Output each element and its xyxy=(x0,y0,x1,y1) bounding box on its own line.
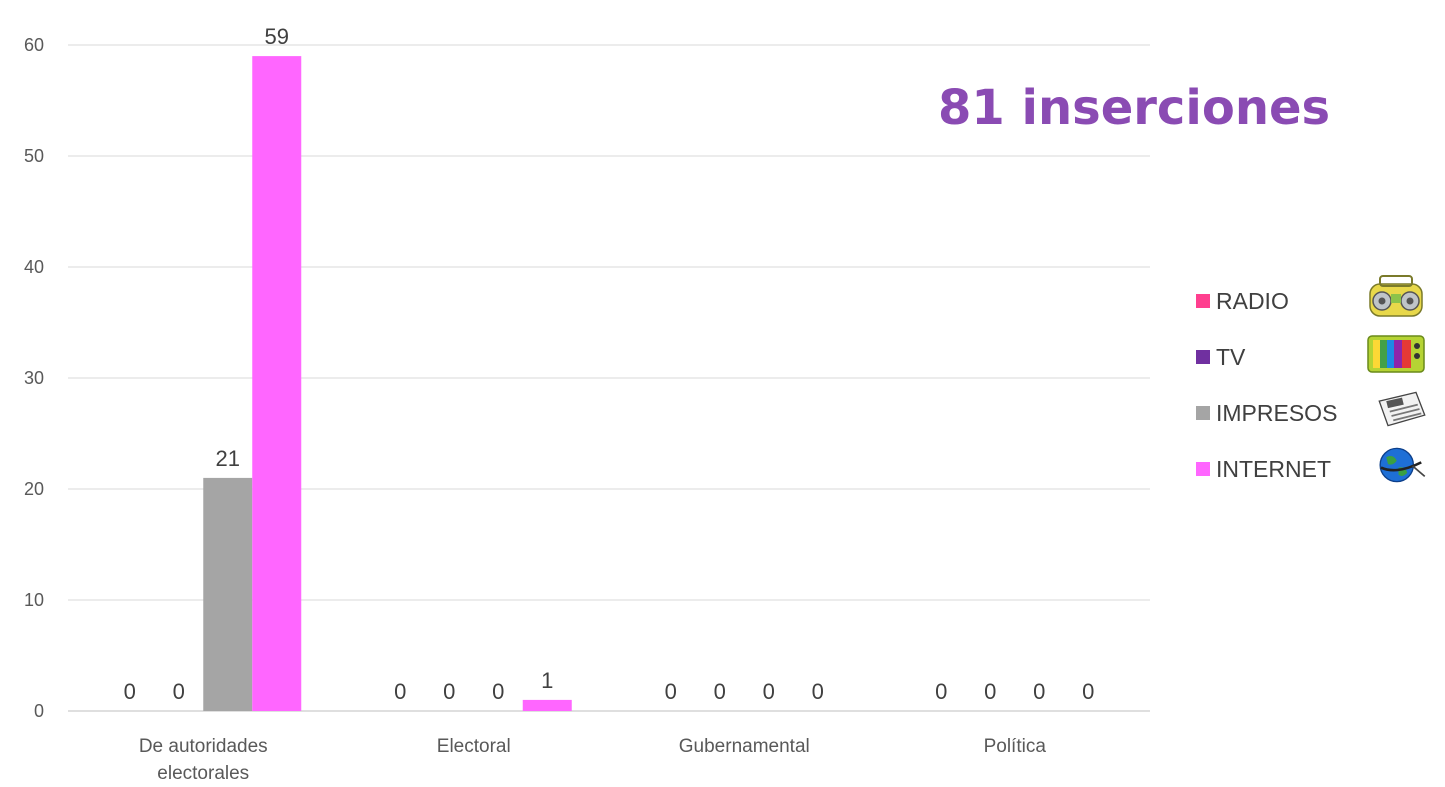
y-tick-label: 50 xyxy=(24,146,44,166)
data-label: 0 xyxy=(124,679,136,704)
legend-item-impresos: IMPRESOS xyxy=(1194,391,1434,450)
data-label: 0 xyxy=(394,679,406,704)
legend-label-tv: TV xyxy=(1216,344,1246,370)
data-label: 0 xyxy=(763,679,775,704)
legend-item-radio: RADIO xyxy=(1194,275,1434,338)
data-label: 0 xyxy=(492,679,504,704)
y-tick-label: 20 xyxy=(24,479,44,499)
data-label: 0 xyxy=(984,679,996,704)
y-tick-label: 30 xyxy=(24,368,44,388)
y-tick-label: 10 xyxy=(24,590,44,610)
legend-label-impresos: IMPRESOS xyxy=(1216,400,1338,426)
bar-internet xyxy=(252,56,302,712)
x-category-label: Electoral xyxy=(437,736,511,757)
boombox-icon xyxy=(1369,275,1423,317)
globe-icon xyxy=(1379,447,1426,483)
data-label: 0 xyxy=(173,679,185,704)
y-tick-label: 40 xyxy=(24,257,44,277)
data-label: 21 xyxy=(216,446,240,471)
x-axis-categories: De autoridades electorales Electoral Gubern… xyxy=(139,736,1047,784)
x-category-label: Política xyxy=(984,736,1047,757)
legend-label-radio: RADIO xyxy=(1216,288,1289,314)
x-category-label: Gubernamental xyxy=(679,736,810,757)
total-insertions-annotation: 81 inserciones xyxy=(938,80,1331,136)
y-tick-label: 0 xyxy=(34,701,44,721)
x-category-label: De autoridades xyxy=(139,736,268,757)
legend-label-internet: INTERNET xyxy=(1216,456,1331,482)
data-label: 0 xyxy=(1082,679,1094,704)
data-label: 0 xyxy=(935,679,947,704)
data-label: 0 xyxy=(443,679,455,704)
bar-internet xyxy=(522,699,572,711)
y-tick-label: 60 xyxy=(24,35,44,55)
data-label: 0 xyxy=(714,679,726,704)
legend-swatch-radio xyxy=(1196,294,1210,308)
legend-swatch-impresos xyxy=(1196,406,1210,420)
data-label: 1 xyxy=(541,668,553,693)
legend-item-tv: TV xyxy=(1194,335,1434,394)
y-axis-ticks: 0 10 20 30 40 50 60 xyxy=(24,35,44,721)
data-label: 0 xyxy=(665,679,677,704)
data-label: 0 xyxy=(1033,679,1045,704)
legend-item-internet: INTERNET xyxy=(1194,447,1434,506)
television-icon xyxy=(1367,335,1425,373)
newspaper-icon xyxy=(1378,391,1426,427)
legend: RADIO TV IMPRESOS xyxy=(1194,275,1434,506)
data-label: 0 xyxy=(812,679,824,704)
legend-swatch-tv xyxy=(1196,350,1210,364)
data-labels: 0 0 21 59 0 0 0 1 0 0 0 0 0 0 0 0 xyxy=(124,24,1095,704)
bar-impresos xyxy=(203,477,253,711)
legend-swatch-internet xyxy=(1196,462,1210,476)
data-label: 59 xyxy=(265,24,289,49)
x-category-label: electorales xyxy=(157,763,249,784)
bars xyxy=(203,56,572,712)
